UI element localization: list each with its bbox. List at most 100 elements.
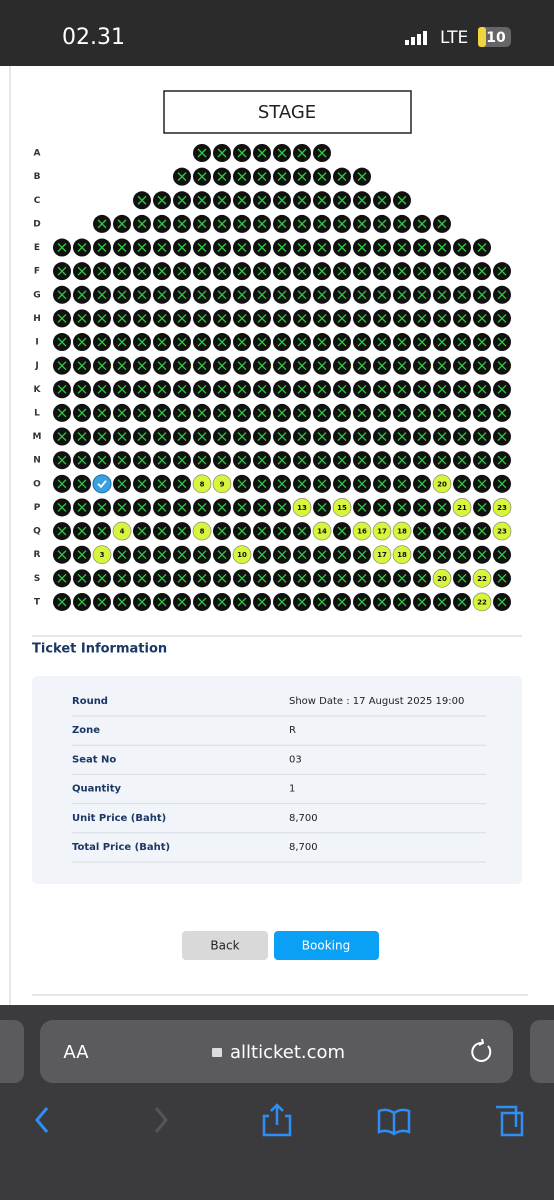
seat-x — [257, 573, 267, 583]
seat-x — [297, 148, 307, 158]
back-label[interactable]: Back — [210, 939, 239, 953]
reload[interactable] — [471, 1038, 492, 1062]
seat-x — [317, 313, 327, 323]
seat-x — [217, 408, 227, 418]
seat-x — [217, 550, 227, 560]
seat-x — [97, 455, 107, 465]
seat-x — [157, 455, 167, 465]
seat-x — [317, 148, 327, 158]
seat-x — [317, 479, 327, 489]
seat-x — [497, 550, 507, 560]
seat-x — [237, 597, 247, 607]
seat-x — [477, 290, 487, 300]
seat-x — [317, 266, 327, 276]
seat-x — [177, 455, 187, 465]
row-label: B — [34, 172, 41, 182]
seat-x — [357, 573, 367, 583]
forward-nav[interactable] — [154, 1107, 168, 1133]
seat-available — [432, 474, 452, 494]
text-size[interactable]: AA — [63, 1042, 89, 1063]
seat-number: 23 — [497, 528, 507, 536]
info-value: 03 — [289, 754, 302, 765]
seat-x — [177, 526, 187, 536]
seat-x — [57, 550, 67, 560]
seat-x — [197, 266, 207, 276]
seat-x — [157, 526, 167, 536]
seat-number: 20 — [437, 575, 447, 583]
seat-x — [377, 243, 387, 252]
share[interactable] — [262, 1103, 292, 1137]
seat-available — [192, 474, 212, 494]
seat-x — [157, 195, 167, 205]
info-value: 8,700 — [289, 813, 318, 824]
bookmarks[interactable] — [377, 1108, 411, 1136]
info-label: Round — [72, 696, 108, 707]
row-label: D — [33, 219, 40, 229]
seat-x — [477, 502, 487, 512]
back-button[interactable] — [182, 931, 268, 960]
seat-x — [457, 243, 467, 252]
seat-number: 17 — [377, 551, 387, 559]
stage — [163, 90, 412, 134]
seat-x — [217, 148, 227, 158]
seat-x — [457, 455, 467, 465]
seat-x — [57, 432, 67, 442]
seat-x — [97, 266, 107, 276]
seat-available — [232, 545, 252, 565]
booking-button[interactable] — [274, 931, 379, 960]
seat-x — [137, 455, 147, 465]
seat-x — [477, 313, 487, 323]
seat-x — [417, 550, 427, 560]
seat-x — [357, 361, 367, 371]
seat-x — [297, 384, 307, 394]
seat-x — [97, 432, 107, 442]
back-nav[interactable] — [35, 1107, 49, 1133]
seat-x — [477, 243, 487, 252]
seat-x — [297, 290, 307, 300]
seat-x — [297, 455, 307, 465]
seat-x — [337, 313, 347, 323]
seat-x — [337, 172, 347, 182]
seat-x — [257, 148, 267, 158]
seat-x — [117, 266, 127, 276]
seat-x — [177, 195, 187, 205]
time: 02.31 — [62, 25, 125, 50]
seat-x — [57, 455, 67, 465]
seat-x — [457, 408, 467, 418]
tab-prev[interactable] — [0, 1020, 24, 1083]
seat-x — [197, 148, 207, 158]
seat-x — [417, 290, 427, 300]
seat-number: 22 — [477, 575, 487, 583]
seat-x — [117, 502, 127, 512]
seat-x — [237, 148, 247, 158]
seat-x — [217, 432, 227, 442]
tabs[interactable] — [496, 1105, 524, 1137]
seat-x — [477, 361, 487, 371]
seat-x — [297, 432, 307, 442]
seat-x — [297, 479, 307, 489]
seat-number: 4 — [120, 528, 125, 536]
seat-x — [117, 573, 127, 583]
url[interactable]: allticket.com — [230, 1042, 345, 1063]
seat-available — [332, 498, 352, 517]
seat-x — [377, 408, 387, 418]
tab-next[interactable] — [530, 1020, 554, 1083]
seat-x — [137, 502, 147, 512]
seat-x — [417, 361, 427, 371]
address-bar[interactable] — [40, 1020, 513, 1083]
seat-x — [277, 502, 287, 512]
row-label: L — [34, 408, 40, 418]
seat-x — [137, 361, 147, 371]
seat-x — [117, 432, 127, 442]
row-label: R — [34, 550, 41, 560]
seat-x — [137, 266, 147, 276]
seat-x — [497, 266, 507, 276]
seat-x — [417, 597, 427, 607]
booking-label[interactable]: Booking — [302, 939, 350, 953]
seat-x — [317, 219, 327, 229]
seat-x — [137, 243, 147, 252]
seat-x — [457, 597, 467, 607]
seat-x — [197, 313, 207, 323]
seat-number: 23 — [497, 504, 507, 512]
seat-x — [337, 597, 347, 607]
